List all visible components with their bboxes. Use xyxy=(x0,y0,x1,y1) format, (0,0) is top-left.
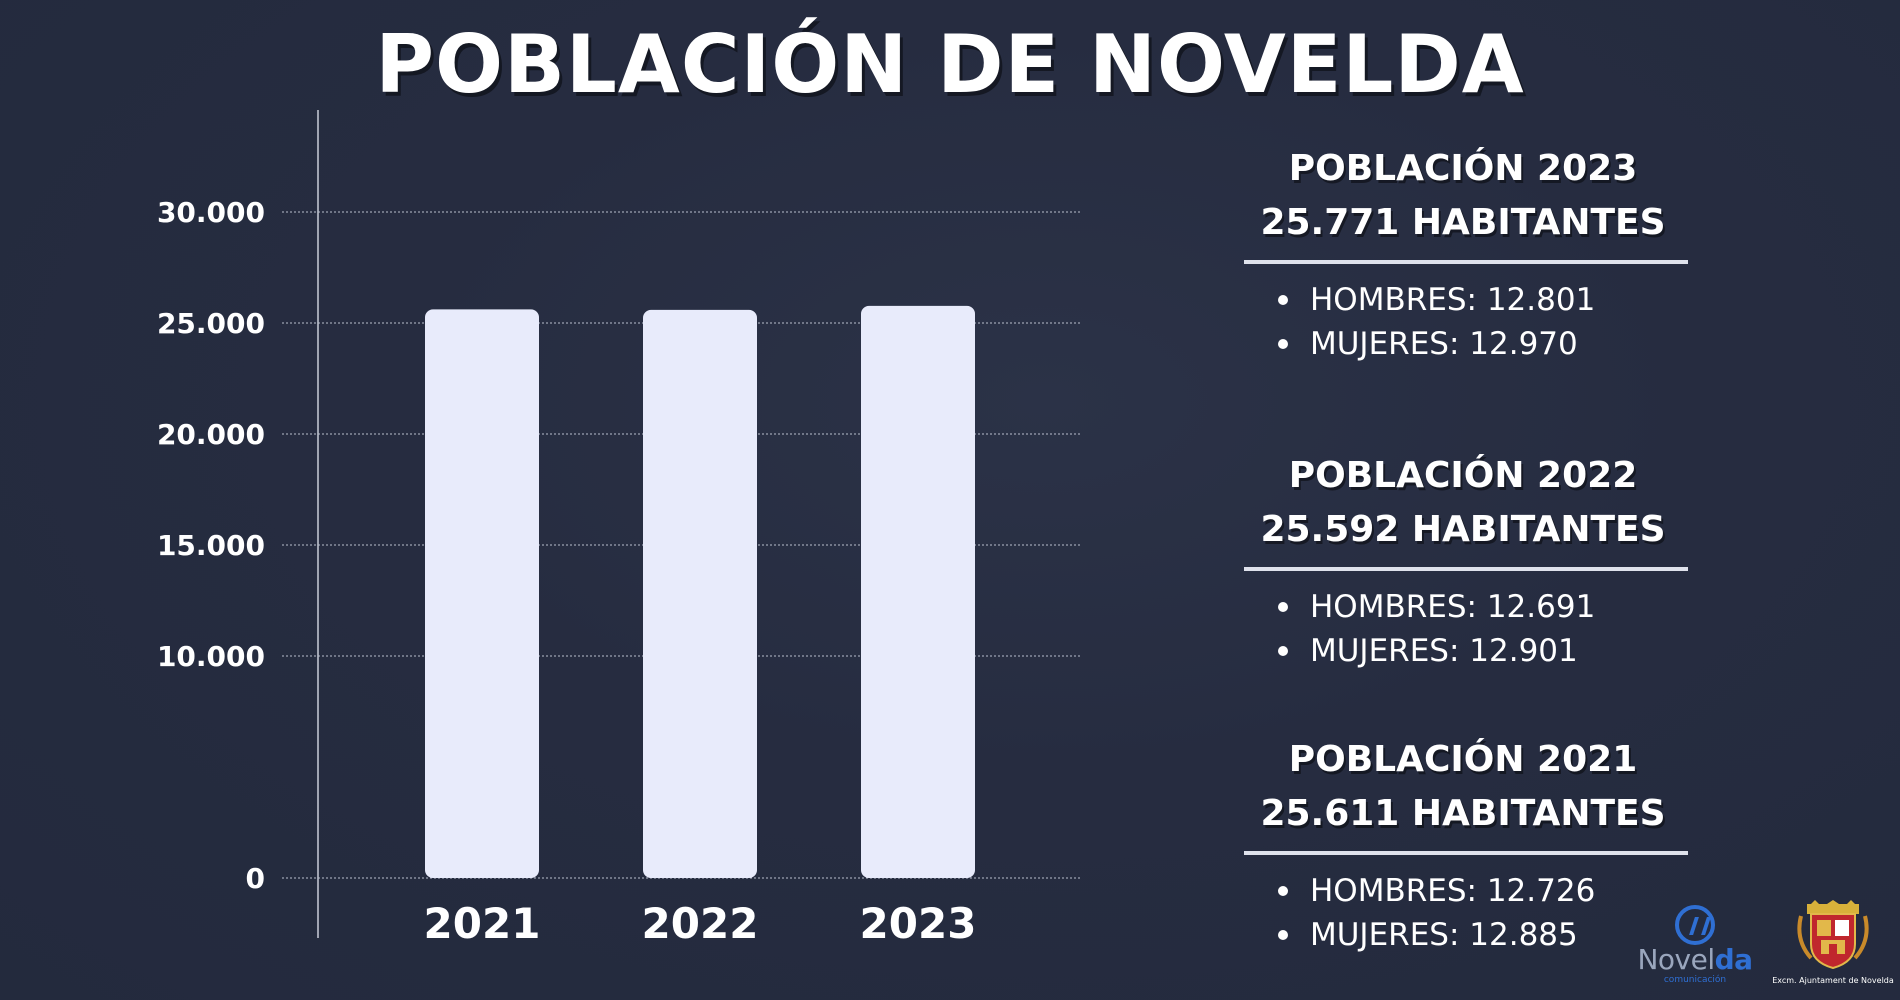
ajuntament-logo: Excm. Ajuntament de Novelda xyxy=(1768,900,1898,985)
bullet-icon xyxy=(1278,646,1288,656)
population-panel-2022: POBLACIÓN 2022 25.592 HABITANTES HOMBRES… xyxy=(1238,449,1688,673)
x-tick-label: 2021 xyxy=(424,899,541,948)
x-tick-label: 2022 xyxy=(642,899,759,948)
y-tick-label: 25.000 xyxy=(157,307,265,340)
logo-subtitle: comunicación xyxy=(1663,975,1727,985)
list-item-women: MUJERES: 12.885 xyxy=(1278,913,1688,957)
ajuntament-caption: Excm. Ajuntament de Novelda xyxy=(1772,976,1894,985)
novelda-comunicacion-logo: Novelda comunicación xyxy=(1630,905,1760,985)
bullet-icon xyxy=(1278,930,1288,940)
page-title: POBLACIÓN DE NOVELDA xyxy=(375,18,1525,111)
bullet-icon xyxy=(1278,295,1288,305)
bar-2021 xyxy=(425,309,539,878)
y-tick-label: 30.000 xyxy=(157,196,265,229)
women-count: MUJERES: 12.970 xyxy=(1310,326,1578,362)
men-count: HOMBRES: 12.726 xyxy=(1310,873,1596,909)
novelda-n-icon xyxy=(1675,905,1715,945)
y-tick-label: 15.000 xyxy=(157,529,265,562)
y-tick-label: 0 xyxy=(246,862,265,895)
population-panel-2023: POBLACIÓN 2023 25.771 HABITANTES HOMBRES… xyxy=(1238,142,1688,366)
list-item-men: HOMBRES: 12.801 xyxy=(1278,278,1688,322)
y-tick-label: 10.000 xyxy=(157,640,265,673)
panel-title: POBLACIÓN 2023 xyxy=(1288,148,1638,189)
list-item-men: HOMBRES: 12.691 xyxy=(1278,585,1688,629)
panel-title: POBLACIÓN 2022 xyxy=(1288,455,1638,496)
list-item-women: MUJERES: 12.970 xyxy=(1278,322,1688,366)
men-count: HOMBRES: 12.801 xyxy=(1310,282,1596,318)
women-count: MUJERES: 12.901 xyxy=(1310,633,1578,669)
women-count: MUJERES: 12.885 xyxy=(1310,917,1578,953)
bullet-icon xyxy=(1278,339,1288,349)
panel-total: 25.592 HABITANTES xyxy=(1260,509,1666,550)
panel-divider xyxy=(1244,260,1688,264)
bar-2023 xyxy=(861,305,975,878)
population-panel-2021: POBLACIÓN 2021 25.611 HABITANTES HOMBRES… xyxy=(1238,733,1688,957)
bar-2022 xyxy=(643,309,757,878)
panel-divider xyxy=(1244,851,1688,855)
coat-of-arms-icon xyxy=(1797,900,1869,970)
panel-title: POBLACIÓN 2021 xyxy=(1288,739,1638,780)
logo-word-part: Novel xyxy=(1637,943,1715,976)
bullet-icon xyxy=(1278,602,1288,612)
panel-divider xyxy=(1244,567,1688,571)
y-tick-label: 20.000 xyxy=(157,418,265,451)
men-count: HOMBRES: 12.691 xyxy=(1310,589,1596,625)
list-item-women: MUJERES: 12.901 xyxy=(1278,629,1688,673)
panel-total: 25.611 HABITANTES xyxy=(1260,793,1666,834)
panel-total: 25.771 HABITANTES xyxy=(1260,202,1666,243)
logo-word-accent: da xyxy=(1714,943,1753,976)
list-item-men: HOMBRES: 12.726 xyxy=(1278,869,1688,913)
x-tick-label: 2023 xyxy=(860,899,977,948)
bullet-icon xyxy=(1278,886,1288,896)
